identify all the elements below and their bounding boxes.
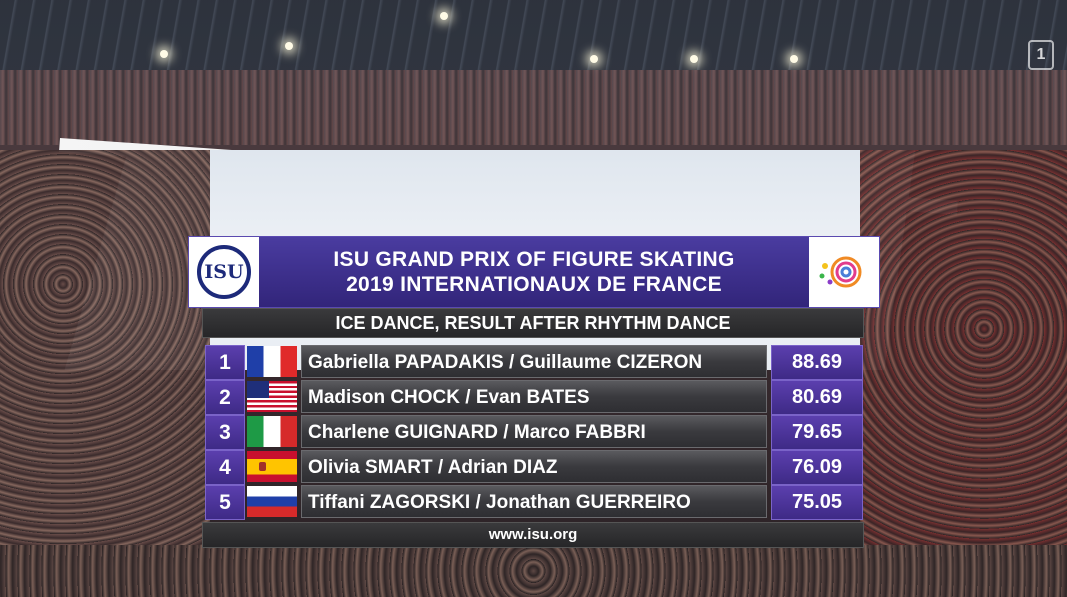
roof-light-icon [590, 55, 598, 63]
event-title: ISU GRAND PRIX OF FIGURE SKATING 2019 IN… [259, 237, 809, 307]
spain-flag-icon [247, 451, 297, 482]
scoreboard-header: ISU ISU GRAND PRIX OF FIGURE SKATING 201… [188, 236, 880, 308]
usa-flag-icon [247, 381, 297, 412]
score: 76.09 [771, 450, 863, 485]
grand-prix-logo [809, 237, 879, 307]
channel-logo: 1 [1028, 40, 1054, 70]
arena-roof [0, 0, 1067, 70]
roof-light-icon [440, 12, 448, 20]
rank: 2 [205, 380, 245, 415]
roof-light-icon [285, 42, 293, 50]
results-list: 1 Gabriella PAPADAKIS / Guillaume CIZERO… [205, 345, 863, 520]
rank: 3 [205, 415, 245, 450]
result-row: 5 Tiffani ZAGORSKI / Jonathan GUERREIRO … [205, 485, 863, 520]
isu-logo-icon: ISU [197, 245, 251, 299]
rank: 1 [205, 345, 245, 380]
score: 80.69 [771, 380, 863, 415]
skater-names: Gabriella PAPADAKIS / Guillaume CIZERON [301, 345, 767, 378]
roof-light-icon [690, 55, 698, 63]
result-row: 2 Madison CHOCK / Evan BATES 80.69 [205, 380, 863, 415]
results-scoreboard: ISU ISU GRAND PRIX OF FIGURE SKATING 201… [188, 236, 880, 548]
rank: 4 [205, 450, 245, 485]
grand-prix-swirl-icon [819, 256, 862, 288]
skater-names: Tiffani ZAGORSKI / Jonathan GUERREIRO [301, 485, 767, 518]
france-flag-icon [247, 346, 297, 377]
segment-title: ICE DANCE, RESULT AFTER RHYTHM DANCE [202, 308, 864, 338]
isu-logo: ISU [189, 237, 259, 307]
title-line-1: ISU GRAND PRIX OF FIGURE SKATING [333, 248, 735, 271]
italy-flag-icon [247, 416, 297, 447]
skater-names: Madison CHOCK / Evan BATES [301, 380, 767, 413]
title-line-2: 2019 INTERNATIONAUX DE FRANCE [346, 273, 722, 296]
roof-light-icon [160, 50, 168, 58]
crowd-left [0, 150, 210, 597]
result-row: 3 Charlene GUIGNARD / Marco FABBRI 79.65 [205, 415, 863, 450]
score: 79.65 [771, 415, 863, 450]
skater-names: Olivia SMART / Adrian DIAZ [301, 450, 767, 483]
result-row: 1 Gabriella PAPADAKIS / Guillaume CIZERO… [205, 345, 863, 380]
rank: 5 [205, 485, 245, 520]
upper-stands [0, 70, 1067, 145]
score: 88.69 [771, 345, 863, 380]
result-row: 4 Olivia SMART / Adrian DIAZ 76.09 [205, 450, 863, 485]
russia-flag-icon [247, 486, 297, 517]
skater-names: Charlene GUIGNARD / Marco FABBRI [301, 415, 767, 448]
crowd-right [860, 150, 1067, 597]
crowd-bottom [0, 545, 1067, 597]
roof-light-icon [790, 55, 798, 63]
isu-website-link: www.isu.org [202, 522, 864, 548]
score: 75.05 [771, 485, 863, 520]
